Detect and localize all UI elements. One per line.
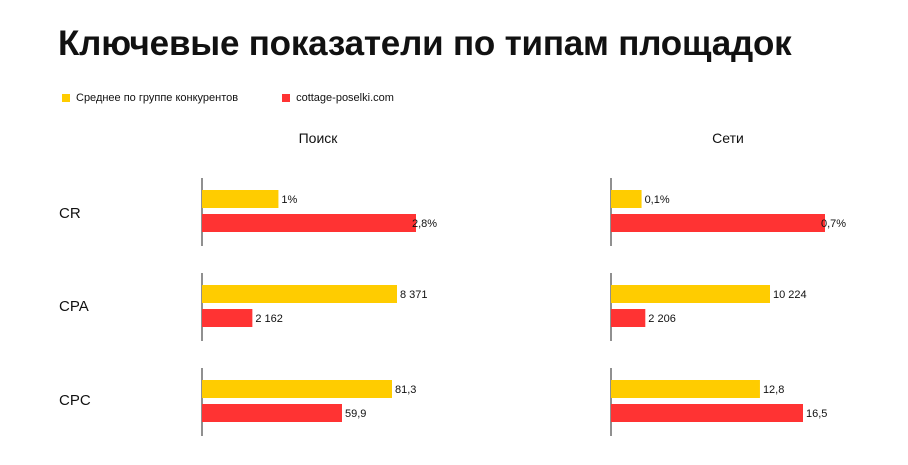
metric-label-cpa: CPA [59,298,89,315]
legend-item-competitors: Среднее по группе конкурентов [62,92,238,104]
data-label-competitors-p0-cpc: 81,3 [395,384,416,396]
legend-swatch-site [282,94,291,102]
panel-title-search: Поиск [298,130,338,146]
legend: Среднее по группе конкурентов cottage-po… [62,92,438,104]
data-label-site-p1-cr: 0,7% [821,218,846,230]
legend-label-site: cottage-poselki.com [296,92,394,104]
bar-competitors-p0-cr [202,190,279,208]
bar-site-p1-cpa [611,309,646,327]
data-label-competitors-p1-cr: 0,1% [645,194,670,206]
bar-site-p0-cpc [202,404,342,422]
data-label-competitors-p1-cpa: 10 224 [773,289,807,301]
metric-label-cr: CR [59,205,81,222]
bar-competitors-p0-cpa [202,285,397,303]
data-label-competitors-p1-cpc: 12,8 [763,384,784,396]
legend-item-site: cottage-poselki.com [282,92,394,104]
bar-site-p0-cr [202,214,416,232]
data-label-site-p1-cpa: 2 206 [648,313,676,325]
bar-competitors-p1-cpa [611,285,770,303]
bar-competitors-p0-cpc [202,380,392,398]
bar-site-p0-cpa [202,309,253,327]
data-label-site-p1-cpc: 16,5 [806,408,827,420]
data-label-competitors-p0-cr: 1% [281,194,297,206]
legend-label-competitors: Среднее по группе конкурентов [76,92,239,104]
data-label-competitors-p0-cpa: 8 371 [400,289,428,301]
metric-label-cpc: CPC [59,392,91,409]
chart-title: Ключевые показатели по типам площадок [58,24,792,63]
panel-title-networks: Сети [712,130,744,146]
legend-swatch-competitors [62,94,70,102]
data-label-site-p0-cpc: 59,9 [345,408,366,420]
data-label-site-p0-cpa: 2 162 [255,313,283,325]
bar-site-p1-cpc [611,404,803,422]
bar-competitors-p1-cpc [611,380,760,398]
bar-competitors-p1-cr [611,190,642,208]
data-label-site-p0-cr: 2,8% [412,218,437,230]
bar-site-p1-cr [611,214,825,232]
